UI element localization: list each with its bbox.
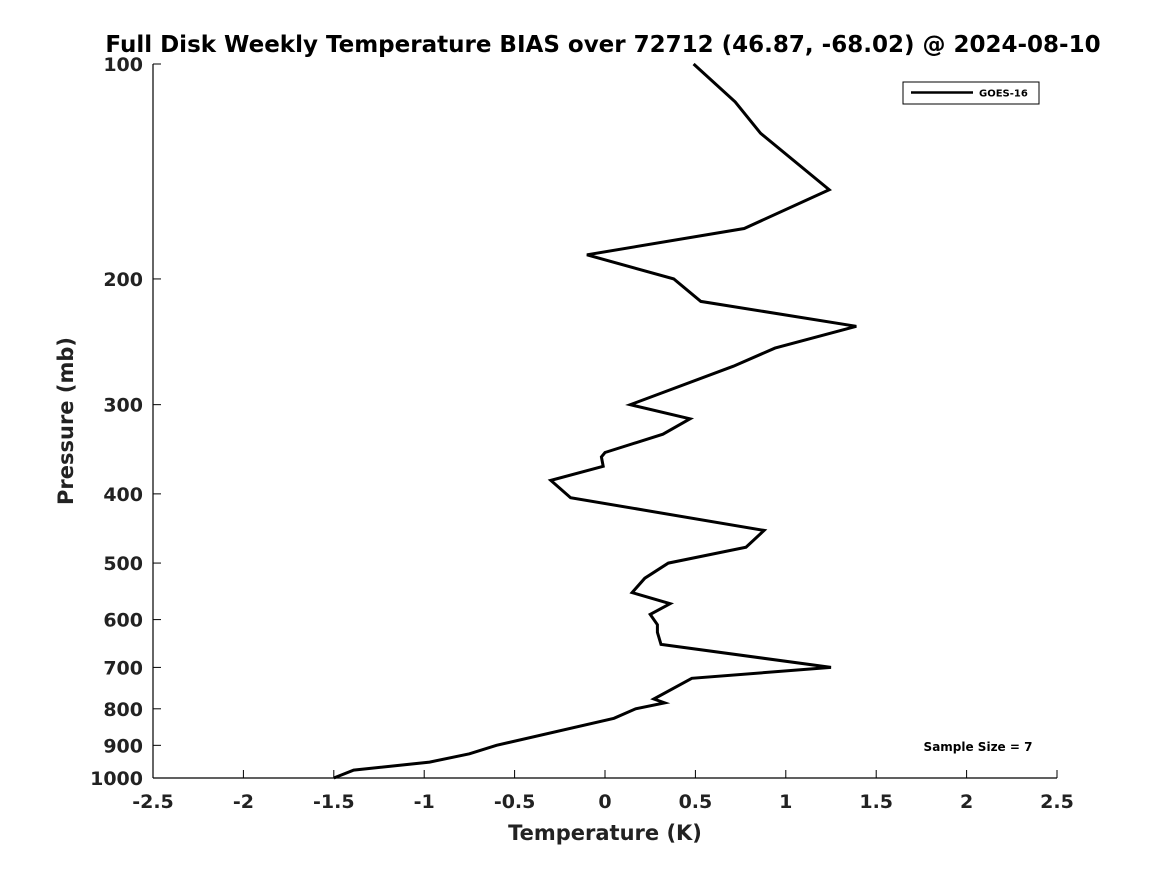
x-tick-label: 1 (779, 791, 792, 813)
y-tick-label: 900 (103, 735, 143, 757)
x-tick-label: -0.5 (494, 791, 536, 813)
y-tick-label: 300 (103, 395, 143, 417)
x-tick-label: 2.5 (1040, 791, 1074, 813)
plot-area: -2.5 -2 -1.5 -1 -0.5 0 0.5 1 1.5 2 2.5 100 200 300 40… (90, 54, 1074, 813)
x-tick-label: -2.5 (132, 791, 174, 813)
x-tick-label: 1.5 (859, 791, 893, 813)
y-tick-label: 500 (103, 553, 143, 575)
y-tick-label: 700 (103, 657, 143, 679)
y-axis-label: Pressure (mb) (54, 337, 78, 505)
x-axis-label: Temperature (K) (508, 821, 702, 845)
legend: GOES-16 (902, 81, 1040, 105)
y-axis-ticks: 100 200 300 400 500 600 700 800 900 1000 (90, 54, 161, 790)
x-tick-label: -2 (233, 791, 254, 813)
y-tick-label: 800 (103, 699, 143, 721)
x-tick-label: 0.5 (679, 791, 713, 813)
x-tick-label: 2 (960, 791, 973, 813)
y-tick-label: 1000 (90, 768, 143, 790)
y-tick-label: 400 (103, 484, 143, 506)
y-tick-label: 100 (103, 54, 143, 76)
series-line-goes-16 (333, 62, 857, 780)
x-axis-ticks: -2.5 -2 -1.5 -1 -0.5 0 0.5 1 1.5 2 2.5 (132, 770, 1074, 813)
x-tick-label: -1.5 (313, 791, 355, 813)
x-tick-label: -1 (414, 791, 435, 813)
x-tick-label: 0 (598, 791, 611, 813)
chart-title: Full Disk Weekly Temperature BIAS over 7… (105, 32, 1100, 58)
y-tick-label: 600 (103, 610, 143, 632)
y-tick-label: 200 (103, 269, 143, 291)
legend-entry-goes-16: GOES-16 (979, 89, 1028, 100)
sample-size-annotation: Sample Size = 7 (924, 740, 1033, 754)
series-layer (333, 62, 857, 780)
